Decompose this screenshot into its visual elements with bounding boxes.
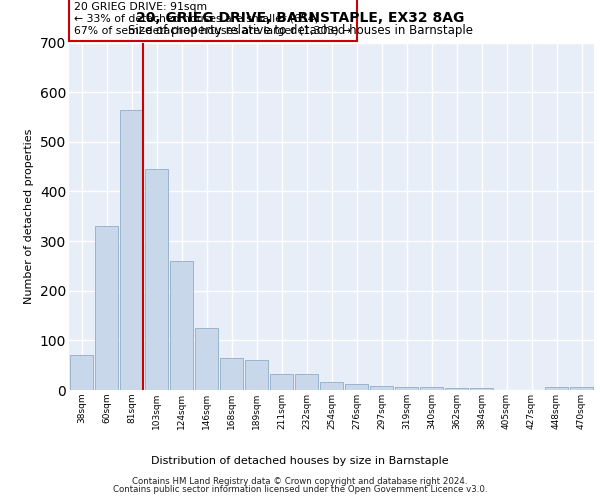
Bar: [445, 388, 468, 390]
Bar: [295, 374, 318, 390]
Bar: [170, 261, 193, 390]
Bar: [420, 387, 443, 390]
Bar: [545, 386, 568, 390]
Text: Contains HM Land Registry data © Crown copyright and database right 2024.: Contains HM Land Registry data © Crown c…: [132, 477, 468, 486]
Text: Size of property relative to detached houses in Barnstaple: Size of property relative to detached ho…: [128, 24, 473, 37]
Bar: [570, 387, 593, 390]
Text: 20 GRIEG DRIVE: 91sqm
← 33% of detached houses are smaller (654)
67% of semi-det: 20 GRIEG DRIVE: 91sqm ← 33% of detached …: [74, 2, 352, 35]
Y-axis label: Number of detached properties: Number of detached properties: [24, 128, 34, 304]
Bar: [95, 226, 118, 390]
Text: 20, GRIEG DRIVE, BARNSTAPLE, EX32 8AG: 20, GRIEG DRIVE, BARNSTAPLE, EX32 8AG: [136, 11, 464, 25]
Bar: [70, 355, 93, 390]
Bar: [470, 388, 493, 390]
Bar: [145, 169, 168, 390]
Bar: [195, 328, 218, 390]
Bar: [370, 386, 393, 390]
Bar: [320, 382, 343, 390]
Bar: [120, 110, 143, 390]
Bar: [220, 358, 243, 390]
Text: Distribution of detached houses by size in Barnstaple: Distribution of detached houses by size …: [151, 456, 449, 466]
Bar: [270, 374, 293, 390]
Bar: [245, 360, 268, 390]
Bar: [395, 387, 418, 390]
Text: Contains public sector information licensed under the Open Government Licence v3: Contains public sector information licen…: [113, 485, 487, 494]
Bar: [345, 384, 368, 390]
